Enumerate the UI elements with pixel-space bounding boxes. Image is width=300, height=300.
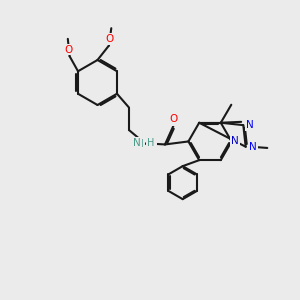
Text: O: O bbox=[64, 45, 73, 55]
Text: N: N bbox=[249, 142, 257, 152]
Text: N: N bbox=[246, 120, 254, 130]
Text: O: O bbox=[170, 114, 178, 124]
Text: H: H bbox=[147, 138, 154, 148]
Text: N: N bbox=[136, 139, 144, 149]
Text: H: H bbox=[148, 139, 156, 149]
Text: O: O bbox=[64, 45, 72, 55]
Text: O: O bbox=[170, 115, 178, 125]
Text: O: O bbox=[105, 34, 114, 44]
Text: N: N bbox=[231, 136, 239, 146]
Text: O: O bbox=[106, 34, 114, 44]
Text: N: N bbox=[133, 138, 141, 148]
